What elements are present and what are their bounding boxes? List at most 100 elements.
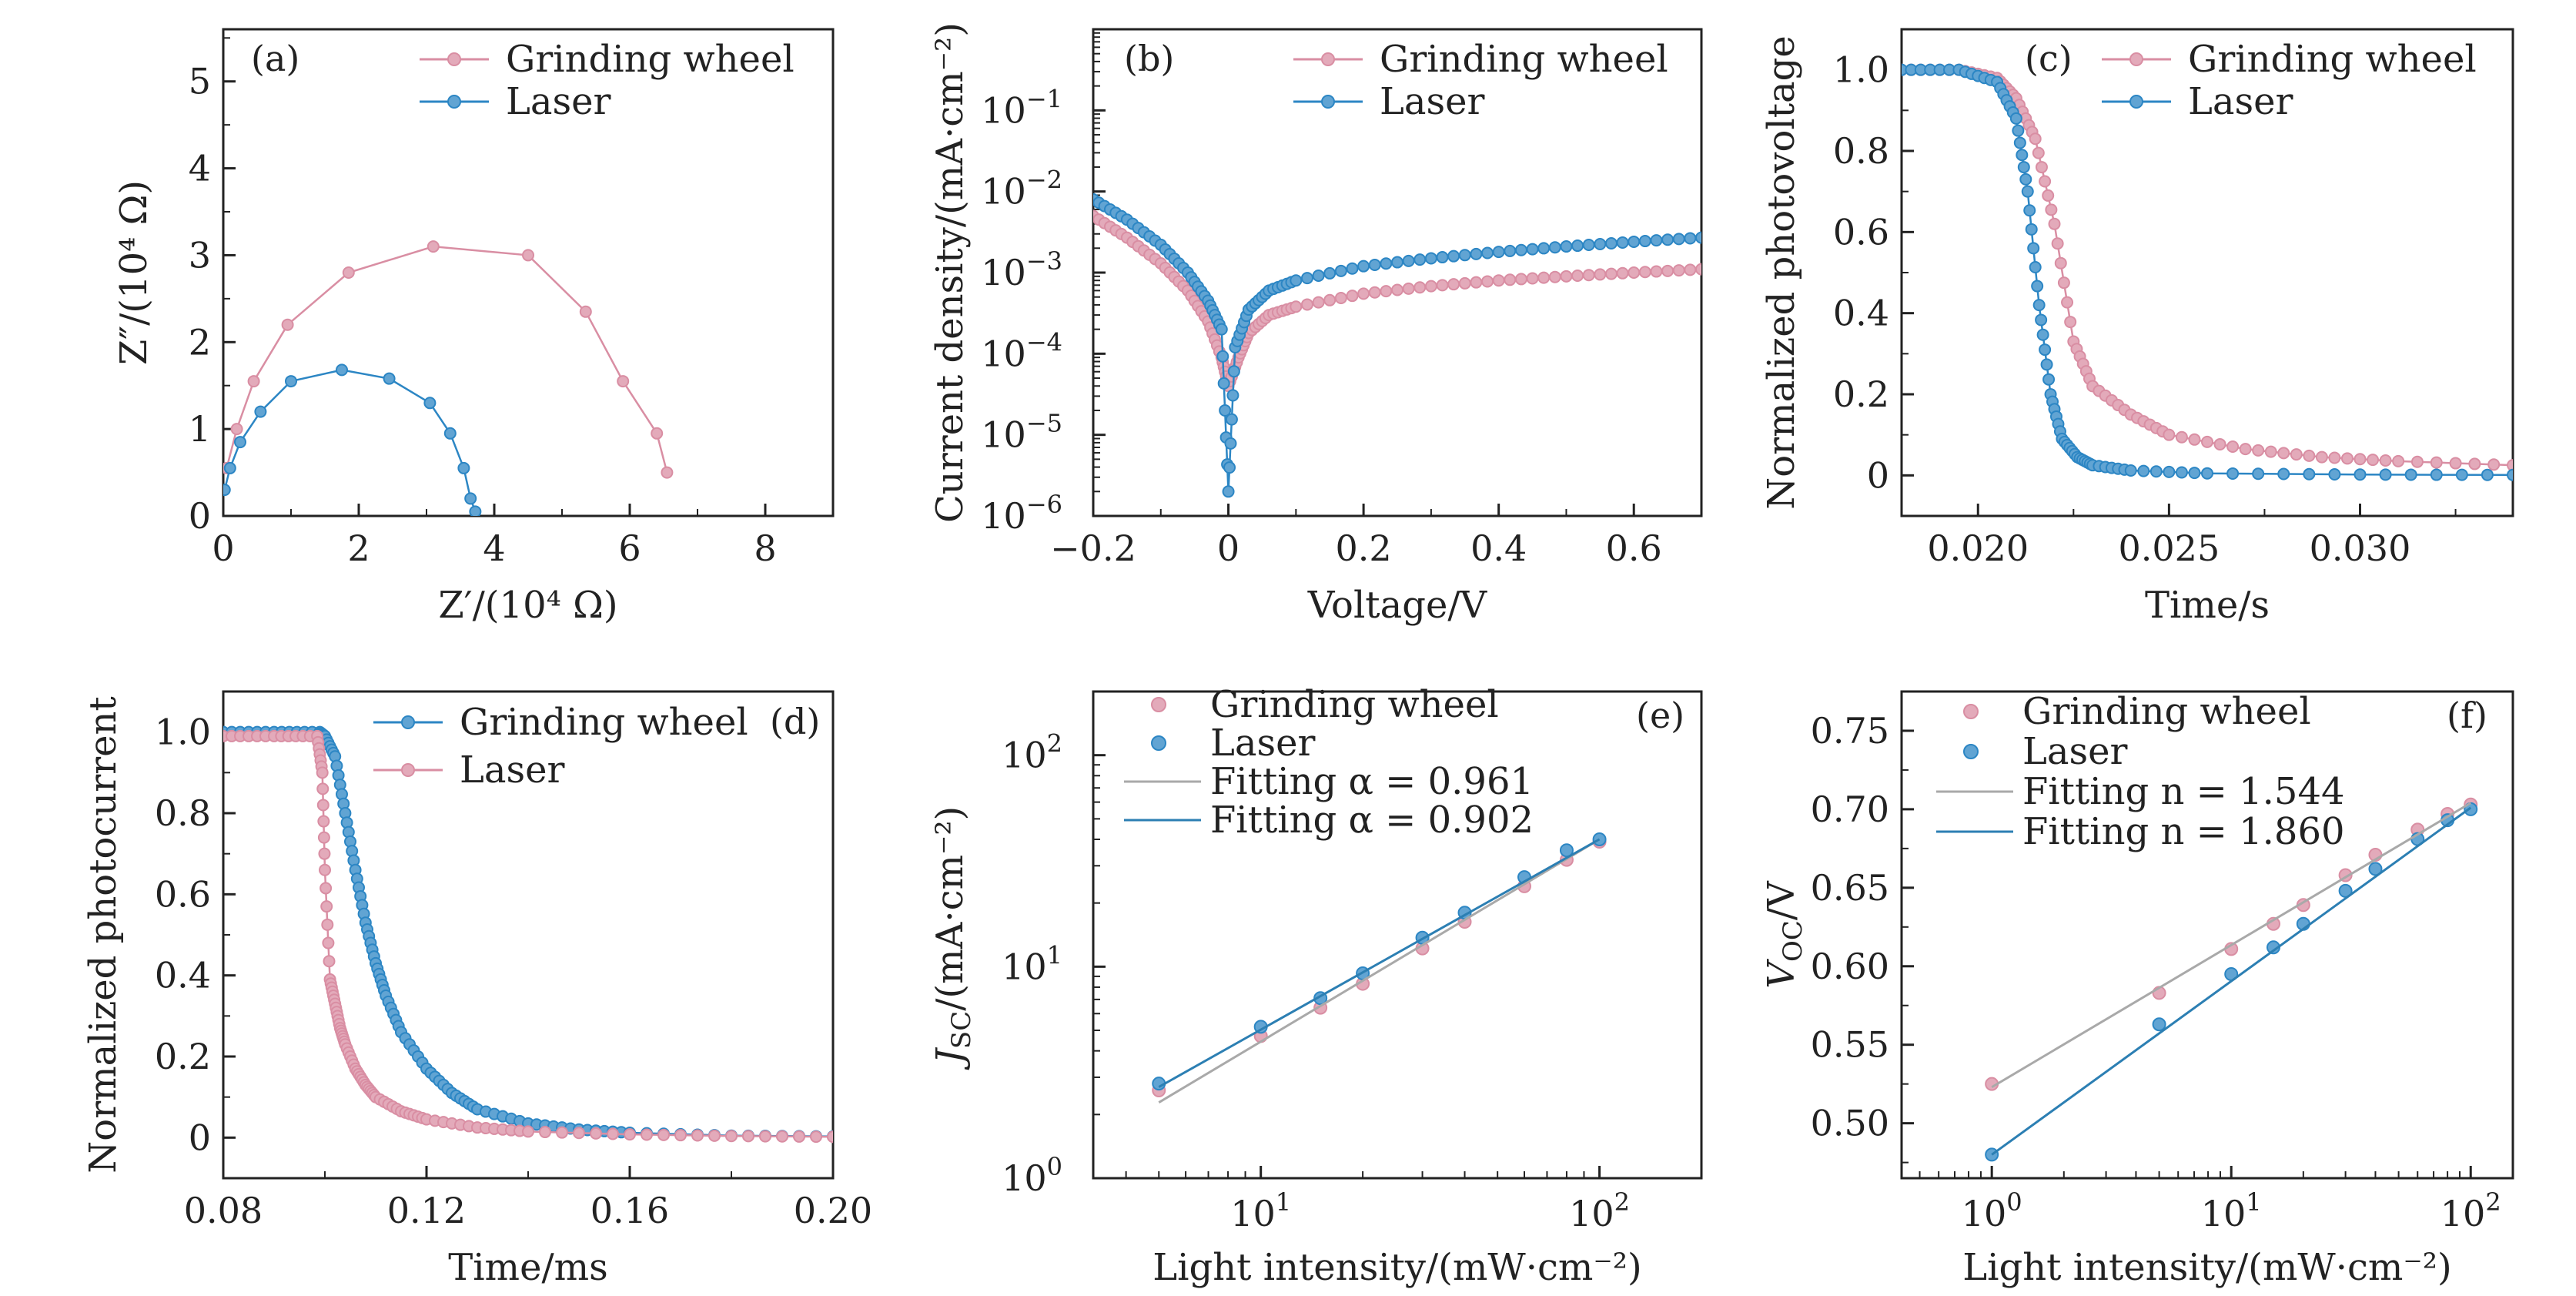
data-point: [1413, 281, 1427, 294]
legend-label: Fitting n = 1.544: [2022, 770, 2345, 813]
data-point: [1684, 263, 1697, 276]
legend-marker: [1151, 735, 1166, 751]
x-tick-label: 2: [347, 527, 370, 569]
data-point: [1481, 275, 1494, 288]
x-tick-label: 0.16: [590, 1190, 669, 1231]
y-axis-title: Z″/(10⁴ Ω): [112, 180, 156, 365]
panel-b: −0.2 0 0.2 0.4 0.6 10−6 10−5 10−4 10−3 10−2 10−1 Vo…: [928, 22, 1703, 627]
data-point: [321, 918, 334, 931]
data-point: [1223, 461, 1236, 474]
data-point: [323, 955, 336, 968]
data-point: [1447, 249, 1460, 263]
data-point: [1582, 239, 1595, 252]
y-tick-label: 3: [189, 234, 211, 276]
data-point: [674, 1129, 687, 1142]
panel-tag: (c): [2025, 38, 2073, 79]
x-tick-label: 0.4: [1470, 527, 1527, 569]
data-point: [759, 1130, 771, 1143]
data-point: [2226, 467, 2240, 480]
panel-e-frame: [1092, 690, 1703, 1180]
data-point: [2036, 328, 2049, 341]
x-axis-title: Z′/(10⁴ Ω): [438, 584, 617, 627]
legend-label: Laser: [460, 748, 565, 792]
data-point: [2264, 445, 2277, 458]
data-point: [1492, 246, 1505, 259]
y-tick-label: 0: [189, 1117, 211, 1158]
panel-f-frame: [1900, 690, 2514, 1180]
y-tick-label: 0.65: [1811, 867, 1889, 909]
data-point: [1222, 485, 1235, 498]
data-point: [2032, 299, 2046, 312]
series-line: [1902, 69, 2513, 477]
data-point: [1312, 270, 1325, 283]
x-tick-label: 0.2: [1336, 527, 1392, 569]
data-point: [2032, 146, 2045, 159]
y-tick-label: 10−1: [981, 84, 1062, 131]
panel-c-plot: [1902, 63, 2513, 481]
data-point: [661, 466, 674, 479]
data-point: [223, 461, 236, 474]
data-point: [1650, 265, 1663, 278]
series-line: [223, 735, 833, 1138]
legend-marker: [1963, 744, 1979, 759]
y-tick-label: 10−6: [981, 490, 1062, 537]
data-point: [2507, 468, 2513, 481]
legend-label: Laser: [2188, 80, 2293, 123]
data-point: [1312, 296, 1325, 309]
data-point: [319, 863, 331, 876]
y-tick-label: 0: [189, 495, 211, 537]
x-tick-label: 0: [1217, 527, 1239, 569]
data-point: [1616, 266, 1629, 280]
data-point: [1402, 282, 1415, 295]
data-point: [2051, 237, 2064, 250]
data-point: [2303, 449, 2316, 462]
y-axis-title: Normalized photovoltage: [1760, 35, 1803, 510]
data-point: [691, 1129, 704, 1142]
y-tick-label: 0.4: [1833, 293, 1889, 334]
data-point: [2340, 452, 2354, 465]
y-tick-label: 1.0: [1833, 49, 1889, 91]
data-point: [624, 1128, 636, 1141]
y-axis-title: VOC/V: [1760, 880, 1808, 989]
x-tick-label: 0.030: [2310, 527, 2411, 569]
panel-f-plot: [1985, 797, 2478, 1162]
data-point: [2277, 447, 2290, 460]
data-point: [2303, 467, 2316, 481]
data-point: [1548, 270, 1561, 283]
y-axis-title: Current density/(mA·cm⁻²): [928, 22, 972, 523]
data-point: [522, 1125, 534, 1138]
data-point: [2507, 459, 2513, 472]
legend-label: Grinding wheel: [2188, 38, 2477, 81]
data-point: [776, 1130, 788, 1143]
legend-marker: [401, 763, 415, 777]
data-point: [2040, 358, 2053, 371]
data-point: [1323, 266, 1337, 280]
legend-marker: [2129, 52, 2143, 66]
data-point: [1380, 285, 1393, 298]
x-tick-label: 101: [1230, 1187, 1291, 1234]
data-point: [2048, 217, 2061, 230]
data-point: [1346, 262, 1359, 275]
data-point: [793, 1130, 805, 1143]
data-point: [316, 799, 330, 812]
data-point: [2035, 313, 2048, 327]
panel-tag: (d): [770, 701, 820, 742]
fit-line: [1991, 802, 2471, 1089]
data-point: [617, 375, 630, 388]
legend-label: Laser: [1380, 80, 1485, 123]
data-point: [2188, 433, 2201, 446]
data-point: [1537, 271, 1551, 284]
data-point: [1300, 298, 1313, 311]
panel-f: 100 101 102 0.50 0.55 0.60 0.65 0.70 0.75 Light i…: [1760, 690, 2514, 1289]
data-point: [317, 815, 330, 828]
data-point: [2379, 468, 2392, 481]
data-point: [2449, 457, 2462, 470]
legend-label: Grinding wheel: [1380, 38, 1668, 81]
data-point: [281, 318, 294, 331]
data-point: [2468, 457, 2481, 471]
data-point: [2027, 242, 2040, 255]
data-point: [1346, 290, 1359, 303]
data-point: [383, 372, 396, 385]
